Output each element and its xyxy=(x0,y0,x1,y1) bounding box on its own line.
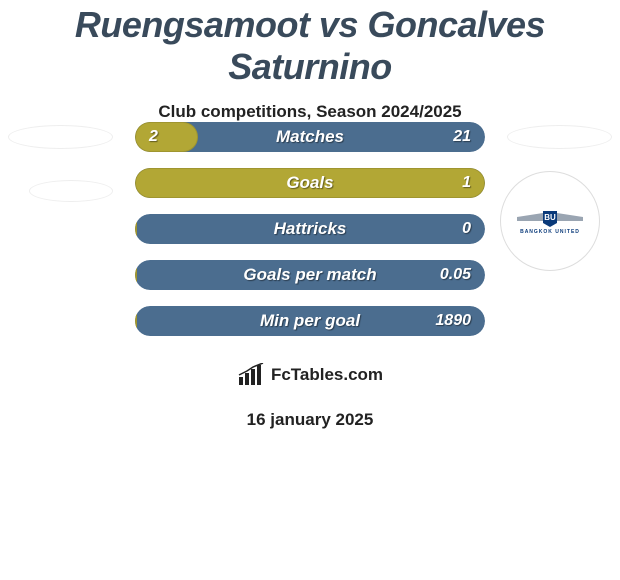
wings-icon: BU xyxy=(515,207,585,227)
date-label: 16 january 2025 xyxy=(0,410,620,430)
player-badge-left-1 xyxy=(8,125,113,149)
comparison-card: Ruengsamoot vs Goncalves Saturnino Club … xyxy=(0,0,620,580)
bar-label: Goals per match xyxy=(135,260,485,290)
club-badge-right: BU BANGKOK UNITED xyxy=(500,171,600,271)
bar-row: 0Hattricks xyxy=(135,214,485,244)
bar-row: 1Goals xyxy=(135,168,485,198)
svg-text:BU: BU xyxy=(544,213,556,222)
subtitle: Club competitions, Season 2024/2025 xyxy=(0,102,620,122)
bar-row: 1890Min per goal xyxy=(135,306,485,336)
comparison-bars: 221Matches 1Goals 0Hattricks 0.05Goals per … xyxy=(135,122,485,352)
bar-row: 221Matches xyxy=(135,122,485,152)
bar-label: Matches xyxy=(135,122,485,152)
club-name: BANGKOK UNITED xyxy=(520,229,580,235)
footer-logo: FcTables.com xyxy=(202,353,418,397)
bar-label: Goals xyxy=(135,168,485,198)
bar-label: Min per goal xyxy=(135,306,485,336)
club-logo: BU BANGKOK UNITED xyxy=(515,207,585,235)
bar-label: Hattricks xyxy=(135,214,485,244)
chart-icon xyxy=(237,363,265,387)
footer-label: FcTables.com xyxy=(271,365,383,385)
player-badge-right-1 xyxy=(507,125,612,149)
bar-row: 0.05Goals per match xyxy=(135,260,485,290)
player-badge-left-2 xyxy=(29,180,113,202)
page-title: Ruengsamoot vs Goncalves Saturnino xyxy=(0,0,620,88)
